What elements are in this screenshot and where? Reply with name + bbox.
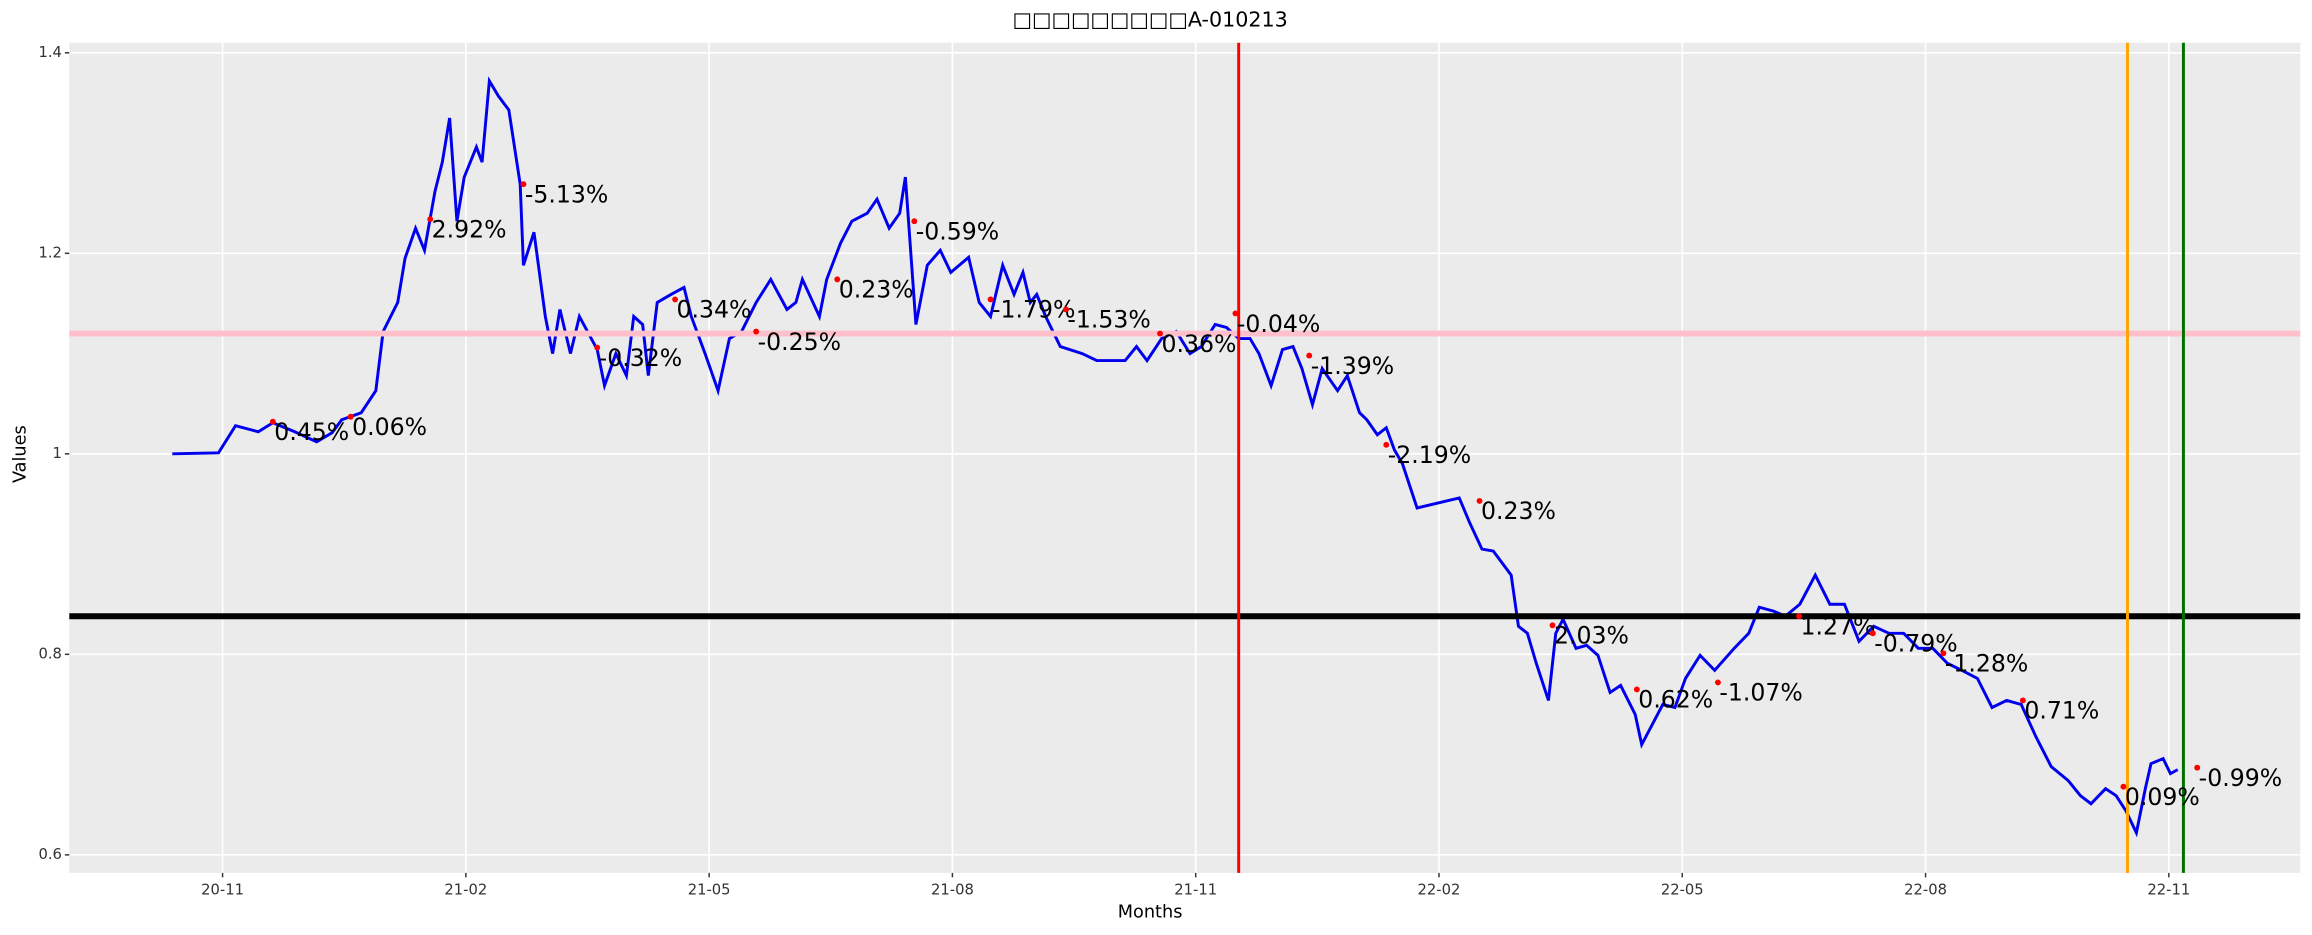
y-tick-label: 1: [53, 445, 62, 462]
annotation-point: [2019, 697, 2026, 704]
annotation-point: [269, 418, 276, 425]
annotation-label: 0.23%: [839, 276, 914, 304]
annotation-label: 0.06%: [352, 413, 427, 441]
annotation-label: -0.04%: [1237, 310, 1320, 338]
annotation-point: [427, 216, 434, 223]
annotation-point: [1549, 622, 1556, 629]
x-tick-label: 22-05: [1661, 882, 1704, 899]
annotation-label: -5.13%: [525, 180, 608, 208]
annotation-label: -1.79%: [992, 296, 1075, 324]
annotation-point: [347, 413, 354, 420]
x-tick-label: 21-08: [931, 882, 974, 899]
annotation-point: [1796, 613, 1802, 620]
annotation-point: [520, 181, 527, 188]
annotation-label: -1.39%: [1311, 352, 1394, 380]
annotation-label: 0.62%: [1638, 686, 1713, 714]
y-tick-label: 1.2: [38, 244, 61, 261]
x-tick-label: 20-11: [201, 882, 244, 899]
annotation-label: -2.19%: [1388, 441, 1471, 469]
annotation-label: -1.53%: [1067, 306, 1150, 334]
annotation-point: [1940, 650, 1947, 657]
x-tick-label: 21-11: [1174, 882, 1217, 899]
data-line: [172, 76, 2179, 838]
y-axis-label: Values: [11, 425, 31, 483]
annotation-point: [1383, 441, 1390, 448]
annotation-point: [2120, 783, 2127, 790]
annotation-label: -1.07%: [1719, 679, 1802, 707]
annotation-point: [594, 344, 601, 351]
x-tick-label: 22-11: [2147, 882, 2190, 899]
annotation-point: [1714, 679, 1721, 686]
annotation-point: [1869, 630, 1876, 637]
annotation-label: 0.34%: [677, 296, 752, 324]
y-tick-label: 0.6: [38, 846, 61, 863]
annotation-label: -1.28%: [1945, 650, 2028, 678]
annotation-point: [1633, 686, 1640, 693]
x-tick-label: 22-02: [1418, 882, 1461, 899]
x-tick-label: 22-08: [1904, 882, 1947, 899]
x-tick-label: 21-05: [688, 882, 731, 899]
annotation-point: [1063, 306, 1069, 313]
annotation-label: 2.92%: [432, 216, 507, 244]
annotation-label: 1.27%: [1801, 613, 1876, 641]
annotation-point: [1476, 498, 1483, 504]
annotation-point: [834, 276, 841, 283]
annotation-label: 0.45%: [274, 418, 349, 446]
annotation-point: [2194, 764, 2201, 771]
y-tick-label: 0.8: [38, 645, 61, 662]
annotation-point: [1232, 310, 1239, 317]
annotation-label: -0.59%: [916, 218, 999, 246]
annotation-point: [753, 328, 760, 335]
annotation-label: -0.32%: [599, 344, 682, 372]
annotation-point: [987, 296, 994, 303]
annotation-point: [1306, 352, 1313, 359]
annotation-label: 0.23%: [1481, 497, 1556, 525]
plot-panel: [69, 42, 2301, 873]
x-tick-label: 21-02: [444, 882, 487, 899]
annotation-label: 0.71%: [2024, 697, 2099, 725]
annotation-point: [672, 296, 679, 303]
chart-title: □□□□□□□□□A-010213: [1012, 8, 1287, 32]
y-tick-label: 1.4: [38, 44, 61, 61]
annotation-label: -0.99%: [2199, 764, 2282, 792]
annotation-label: 0.36%: [1161, 330, 1236, 358]
annotation-point: [1157, 330, 1163, 337]
annotation-label: -0.25%: [758, 328, 841, 356]
x-axis-label: Months: [1118, 903, 1183, 923]
annotation-point: [911, 218, 918, 225]
annotation-label: 2.03%: [1554, 622, 1629, 650]
annotation-label: 0.09%: [2125, 783, 2200, 811]
